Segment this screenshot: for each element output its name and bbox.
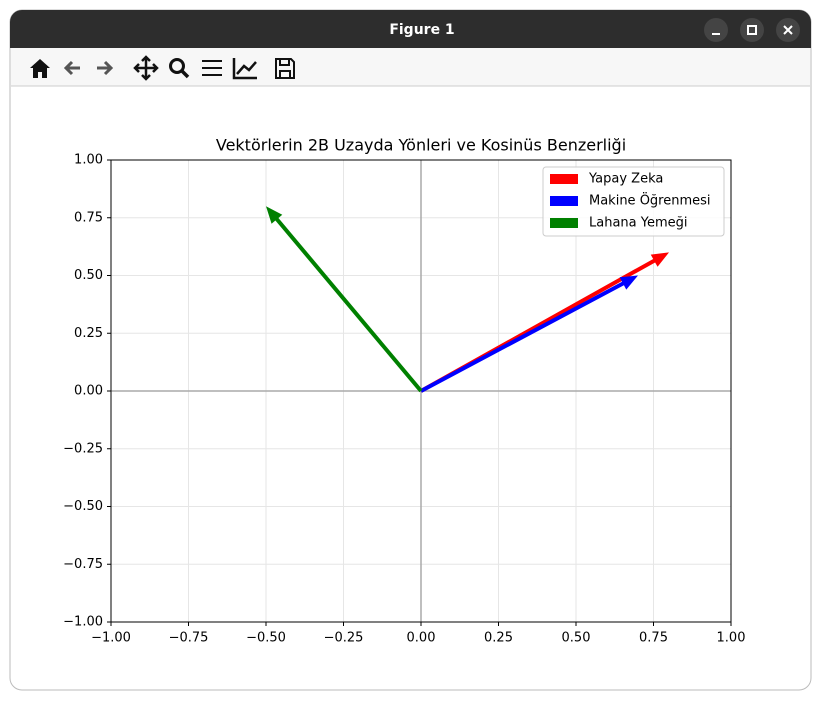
window-title: Figure 1: [389, 22, 454, 38]
y-tick-label: 0.50: [74, 268, 103, 283]
legend-swatch: [550, 196, 578, 206]
y-tick-label: 1.00: [74, 153, 103, 168]
axes-button[interactable]: [232, 58, 257, 80]
maximize-icon: [747, 25, 757, 35]
x-tick-label: −0.25: [324, 631, 364, 646]
y-tick-label: −0.75: [63, 557, 103, 572]
x-tick-label: −1.00: [91, 631, 131, 646]
back-button[interactable]: [63, 60, 80, 76]
x-tick-label: 0.75: [639, 631, 668, 646]
legend-label: Lahana Yemeği: [589, 216, 688, 231]
chart-title: Vektörlerin 2B Uzayda Yönleri ve Kosinüs…: [216, 136, 626, 155]
legend-label: Makine Öğrenmesi: [589, 192, 711, 209]
plot-frame: [110, 159, 732, 623]
forward-button[interactable]: [97, 60, 114, 76]
x-tick-label: 1.00: [717, 631, 746, 646]
legend-swatch: [550, 218, 578, 228]
title-bar: [10, 10, 811, 48]
zoom-handle: [180, 69, 190, 79]
y-tick-label: 0.00: [74, 384, 103, 399]
x-tick-label: 0.50: [562, 631, 591, 646]
y-tick-label: 0.75: [74, 210, 103, 225]
legend-label: Yapay Zeka: [588, 172, 663, 187]
y-tick-label: −1.00: [63, 615, 103, 630]
close-icon: [783, 25, 793, 35]
toolbar: [11, 48, 810, 86]
x-tick-label: −0.50: [246, 631, 286, 646]
y-tick-label: −0.25: [63, 441, 103, 456]
legend: [542, 166, 725, 237]
y-tick-label: 0.25: [74, 326, 103, 341]
x-tick-label: −0.75: [169, 631, 209, 646]
x-tick-label: 0.00: [407, 631, 436, 646]
minimize-button[interactable]: [704, 18, 728, 42]
pan-button[interactable]: [133, 55, 159, 81]
vector-arrow: [420, 275, 638, 393]
configure-button[interactable]: [202, 60, 222, 76]
plot: −1.00 −0.75 −0.50 −0.25 0.00 0.25 0.50 0.75 1.00…: [63, 153, 745, 646]
home-button[interactable]: [30, 59, 50, 78]
y-tick-label: −0.50: [63, 499, 103, 514]
save-button[interactable]: [275, 58, 295, 79]
vector-arrow: [266, 206, 423, 393]
zoom-button[interactable]: [169, 58, 185, 74]
x-tick-label: 0.25: [484, 631, 513, 646]
legend-swatch: [550, 174, 578, 184]
maximize-button[interactable]: [740, 18, 764, 42]
window-frame: [9, 9, 812, 691]
